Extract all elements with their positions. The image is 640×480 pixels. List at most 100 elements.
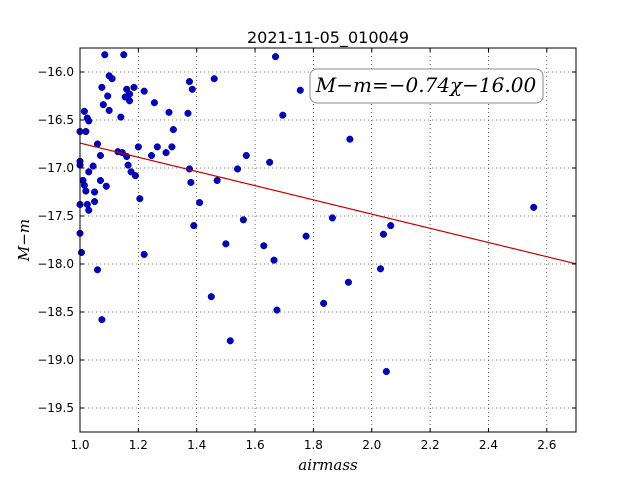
data-point [190, 222, 198, 230]
data-point [226, 337, 234, 345]
y-tick-label: −17.0 [37, 161, 74, 175]
y-tick-label: −16.0 [37, 65, 74, 79]
data-point [296, 86, 304, 94]
data-point [126, 90, 134, 98]
data-point [80, 181, 88, 189]
data-point [89, 162, 97, 170]
data-point [196, 199, 204, 207]
data-point [91, 198, 99, 206]
data-point [140, 87, 148, 95]
data-point [346, 135, 354, 143]
data-point [328, 214, 336, 222]
data-point [101, 51, 109, 59]
data-point [271, 53, 280, 61]
data-point [379, 230, 387, 238]
data-point [96, 151, 104, 160]
data-point [126, 97, 134, 105]
data-point [260, 242, 268, 250]
data-point [82, 187, 90, 195]
data-point [99, 101, 107, 109]
data-point [242, 151, 250, 160]
data-point [80, 107, 88, 115]
data-point [530, 203, 538, 211]
y-tick-label: −16.5 [37, 113, 74, 127]
data-point [117, 113, 125, 121]
data-point [165, 108, 173, 116]
data-point [134, 143, 142, 151]
x-axis-title: airmass [298, 456, 358, 474]
data-point [188, 85, 196, 93]
y-tick-label: −18.5 [37, 305, 74, 319]
data-point [102, 182, 110, 190]
y-tick-label: −19.0 [37, 353, 74, 367]
data-point [98, 83, 106, 91]
data-point [108, 75, 116, 83]
data-point [77, 248, 86, 257]
data-point [168, 143, 176, 151]
data-point [184, 109, 192, 117]
data-point [85, 117, 93, 125]
data-point [234, 165, 242, 173]
data-point [382, 367, 390, 376]
data-point [279, 111, 287, 119]
data-point [270, 256, 278, 264]
data-point [302, 232, 310, 240]
data-point [387, 222, 395, 230]
data-point [136, 195, 144, 203]
x-tick-label: 1.0 [70, 438, 89, 452]
x-tick-label: 1.8 [304, 438, 323, 452]
data-point [98, 316, 106, 324]
fit-line-group [79, 142, 577, 265]
data-point [120, 51, 128, 59]
y-axis-title: M−m [15, 219, 33, 262]
data-point [82, 127, 90, 136]
data-point [147, 151, 156, 160]
equation-annotation: M−m=−0.74χ−16.00 [309, 68, 544, 104]
data-point [96, 176, 104, 185]
data-point [91, 188, 99, 196]
axis-ticks: 1.0 1.2 1.4 1.6 1.8 2.0 2.2 2.4 2.6 −16.0 −16.5 −17… [37, 48, 576, 452]
data-point [187, 178, 195, 186]
data-point [131, 172, 139, 180]
data-point [239, 216, 247, 224]
data-point [207, 293, 215, 301]
fit-line [79, 142, 577, 265]
data-point [273, 306, 281, 314]
data-point [222, 240, 230, 248]
data-point [104, 92, 112, 100]
data-point [344, 278, 352, 286]
x-tick-label: 2.4 [479, 438, 498, 452]
data-point [85, 168, 93, 176]
x-tick-label: 1.2 [129, 438, 148, 452]
x-tick-label: 1.6 [246, 438, 265, 452]
x-tick-label: 2.0 [362, 438, 381, 452]
data-point [266, 158, 274, 166]
data-point [153, 143, 161, 151]
x-tick-label: 2.2 [421, 438, 440, 452]
y-tick-label: −19.5 [37, 401, 74, 415]
data-point [210, 75, 218, 83]
plot-area-frame [79, 47, 577, 433]
data-point [105, 106, 113, 114]
data-point [376, 265, 385, 273]
data-point [169, 126, 177, 134]
data-point [185, 78, 193, 86]
y-tick-label: −17.5 [37, 209, 74, 223]
chart-title: 2021-11-05_010049 [247, 28, 409, 48]
data-point [213, 176, 221, 185]
equation-text: M−m=−0.74χ−16.00 [315, 73, 537, 97]
data-point [150, 99, 158, 107]
x-tick-label: 1.4 [187, 438, 206, 452]
data-point [124, 161, 132, 169]
data-point [85, 206, 93, 214]
equation-box [309, 68, 544, 104]
data-point [83, 200, 91, 209]
data-point [130, 83, 138, 91]
data-point [140, 250, 148, 258]
data-point [93, 266, 102, 274]
data-point [162, 149, 170, 157]
data-point [320, 299, 328, 307]
x-tick-label: 2.6 [537, 438, 556, 452]
y-tick-label: −18.0 [37, 257, 74, 271]
